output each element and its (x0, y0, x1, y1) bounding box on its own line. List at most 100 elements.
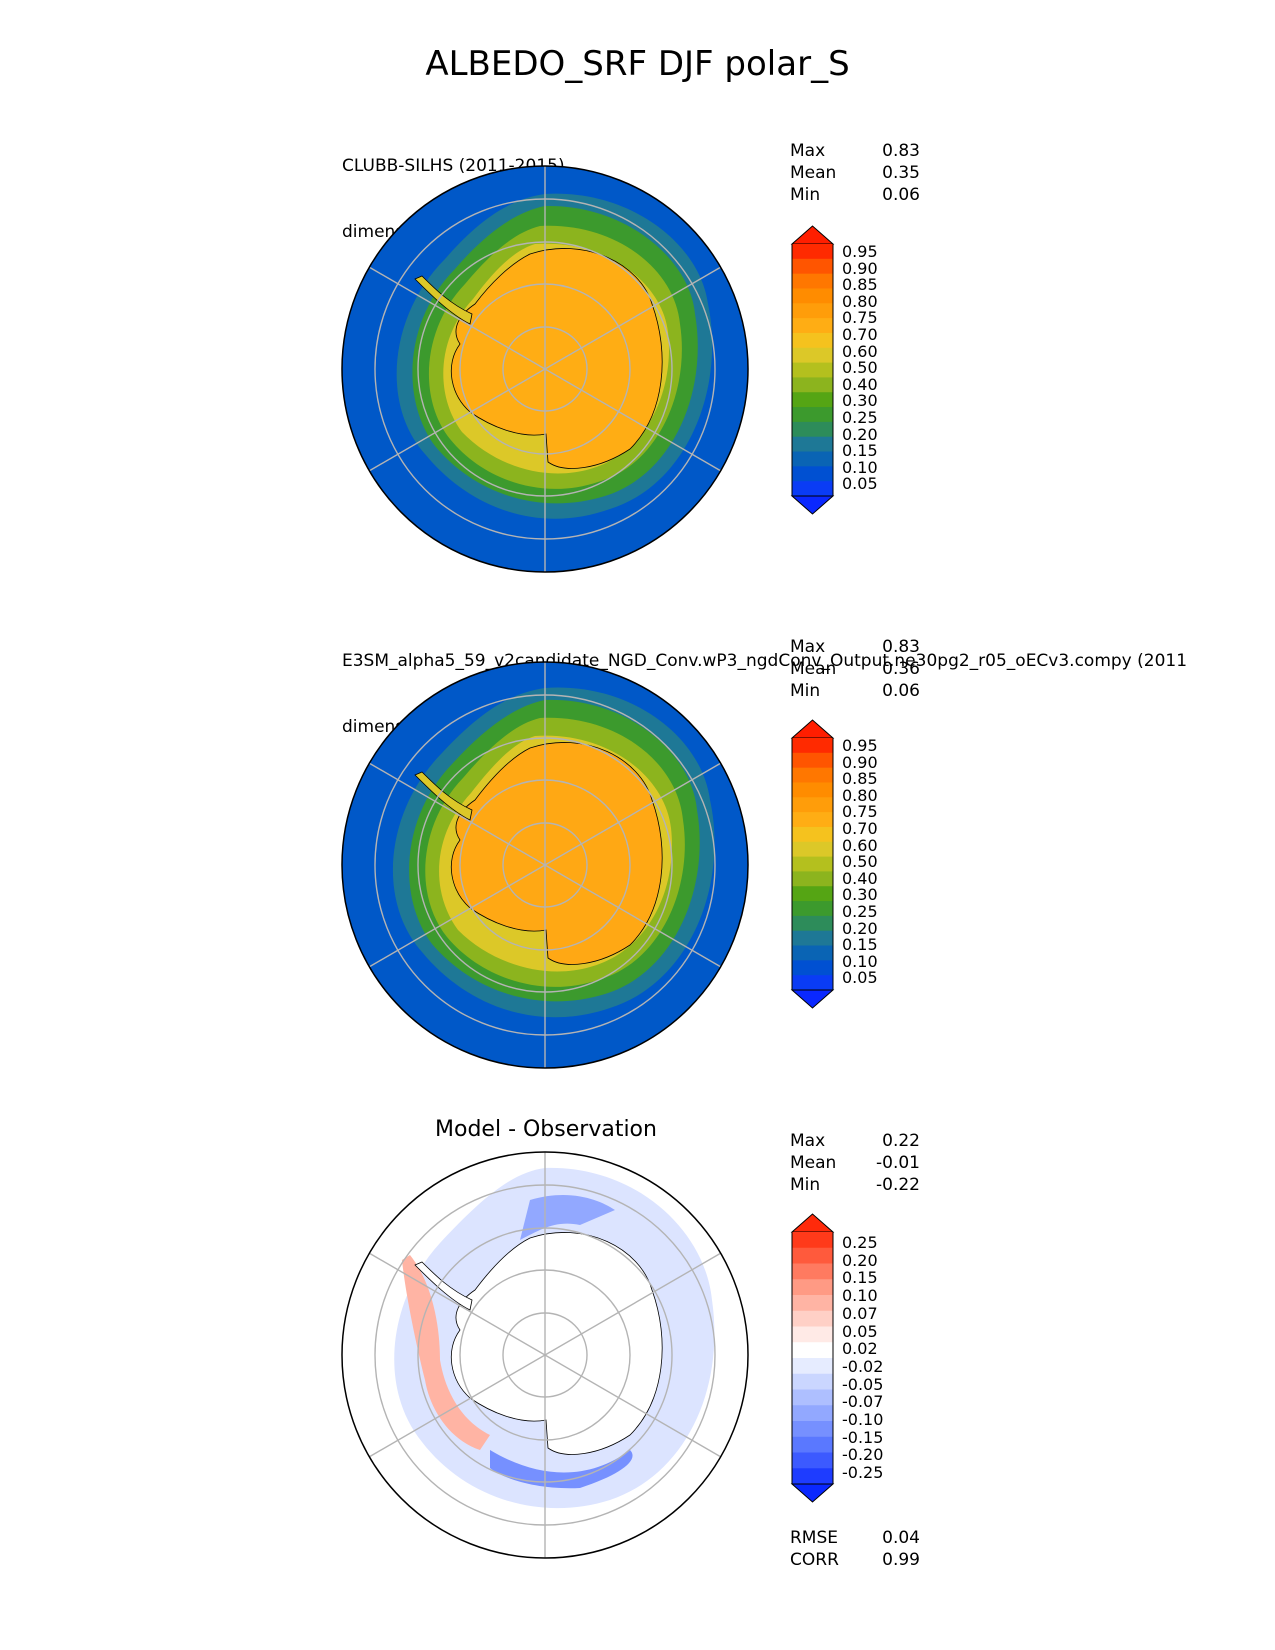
colorbar-swatch (792, 975, 833, 991)
colorbar-swatch (792, 436, 833, 453)
map-boundary (341, 661, 749, 1069)
colorbar-tick-label: 0.05 (842, 1321, 878, 1341)
stat-max: Max 0.83 (790, 140, 920, 162)
colorbar-tick-label: 0.10 (842, 951, 878, 971)
colorbar-tick-label: 0.85 (842, 769, 878, 789)
colorbar-swatch (792, 871, 833, 887)
colorbar-max-extend (790, 1213, 835, 1233)
stat-value: 0.06 (882, 681, 920, 701)
colorbar-swatch (792, 1468, 833, 1485)
colorbar-swatch (792, 318, 833, 334)
colorbar-swatch (792, 1326, 833, 1343)
stats-box: Max 0.83 Mean 0.35 Min 0.06 (790, 140, 920, 206)
colorbar-swatch (792, 1452, 833, 1469)
stat-value: 0.83 (882, 637, 920, 657)
stat-value: 0.83 (882, 141, 920, 161)
colorbar-tick-label: 0.15 (842, 441, 878, 461)
colorbar-swatch (792, 1263, 833, 1280)
colorbar-tick-label: -0.10 (842, 1410, 884, 1429)
colorbar-swatch (792, 466, 833, 482)
map-boundary (341, 1151, 749, 1559)
stat-max: Max 0.22 (790, 1130, 920, 1152)
colorbar-swatch (792, 1247, 833, 1264)
colorbar-outline (791, 1232, 834, 1484)
colorbar-swatch (792, 1310, 833, 1327)
stat-mean: Mean -0.01 (790, 1152, 920, 1174)
metric-rmse: RMSE 0.04 (790, 1527, 920, 1549)
colorbar-swatch (792, 347, 833, 364)
colorbar-tick-label: 0.40 (842, 868, 878, 888)
colorbar-swatch (792, 782, 833, 798)
graticule (368, 1152, 722, 1558)
antarctic-peninsula (414, 1261, 473, 1311)
stats-box: Max 0.83 Mean 0.36 Min 0.06 (790, 636, 920, 702)
stat-label: Mean (790, 1153, 837, 1173)
colorbar-tick-label: 0.05 (842, 968, 878, 988)
colorbar-tick-label: -0.05 (842, 1374, 884, 1394)
colorbar-tick-label: -0.20 (842, 1445, 884, 1465)
stat-max: Max 0.83 (790, 636, 920, 658)
polar-map (341, 1151, 749, 1559)
colorbar-tick-label: 0.02 (842, 1339, 878, 1359)
colorbar-tick-label: 0.60 (842, 341, 878, 361)
stat-min: Min 0.06 (790, 184, 920, 206)
colorbar-swatch (792, 288, 833, 304)
stat-label: Min (790, 185, 821, 205)
colorbar-tick-label: 0.30 (842, 885, 878, 905)
colorbar-tick-label: 0.15 (842, 935, 878, 955)
colorbar-swatch (792, 1421, 833, 1438)
colorbar-swatch (792, 362, 833, 378)
colorbar-tick-label: 0.75 (842, 802, 878, 822)
stat-value: 0.06 (882, 185, 920, 205)
colorbar-swatch (792, 1295, 833, 1312)
colorbar-swatch (792, 273, 833, 289)
metric-label: CORR (790, 1550, 839, 1570)
colorbar (790, 719, 835, 1009)
metrics-box: RMSE 0.04 CORR 0.99 (790, 1527, 920, 1571)
colorbar-outline (791, 738, 834, 990)
stat-value: -0.22 (876, 1175, 920, 1195)
stats-box: Max 0.22 Mean -0.01 Min -0.22 (790, 1130, 920, 1196)
colorbar-swatch (792, 930, 833, 947)
colorbar-swatch (792, 915, 833, 932)
positive-anomaly (402, 1255, 490, 1450)
colorbar-swatch (792, 392, 833, 408)
colorbar-tick-label: 0.25 (842, 408, 878, 427)
stat-value: 0.35 (882, 163, 920, 183)
colorbar-tick-label: -0.02 (842, 1356, 884, 1376)
colorbar-swatch (792, 797, 833, 813)
colorbar-outline (791, 244, 834, 496)
metric-value: 0.99 (882, 1550, 920, 1570)
colorbar-tick-label: 0.50 (842, 358, 878, 378)
metric-corr: CORR 0.99 (790, 1549, 920, 1571)
colorbar-swatch (792, 1373, 833, 1390)
colorbar-swatch (792, 812, 833, 828)
graticule (368, 166, 722, 572)
colorbar-swatch (792, 901, 833, 917)
polar-map (341, 661, 749, 1069)
colorbar-tick-label: 0.75 (842, 308, 878, 328)
colorbar-swatch (792, 1436, 833, 1453)
colorbar-tick-label: 0.25 (842, 902, 878, 921)
metric-value: 0.04 (882, 1528, 920, 1548)
colorbar-swatch (792, 1232, 833, 1249)
colorbar-swatch (792, 856, 833, 872)
colorbar-swatch (792, 738, 833, 754)
colorbar-tick-label: 0.80 (842, 785, 878, 805)
colorbar-swatch (792, 1279, 833, 1296)
stat-label: Max (790, 1131, 826, 1151)
stat-min: Min 0.06 (790, 680, 920, 702)
colorbar-tick-label: 0.40 (842, 374, 878, 394)
colorbar-tick-label: 0.07 (842, 1303, 878, 1323)
colorbar-tick-label: 0.15 (842, 1268, 878, 1288)
colorbar-swatch (792, 1358, 833, 1375)
colorbar-tick-label: 0.95 (842, 242, 878, 261)
panel-test: CLUBB-SILHS (2011-2015) dimensionless Ma… (0, 0, 1275, 580)
panel-diff: Model - Observation Max 0.22 Mean -0.01 Mi… (341, 1117, 920, 1571)
colorbar-tick-label: 0.70 (842, 325, 878, 344)
stat-label: Min (790, 681, 821, 701)
colorbar-swatch (792, 481, 833, 497)
antarctic-peninsula (414, 771, 473, 821)
metric-label: RMSE (790, 1528, 839, 1548)
colorbar-tick-label: 0.25 (842, 1233, 878, 1252)
